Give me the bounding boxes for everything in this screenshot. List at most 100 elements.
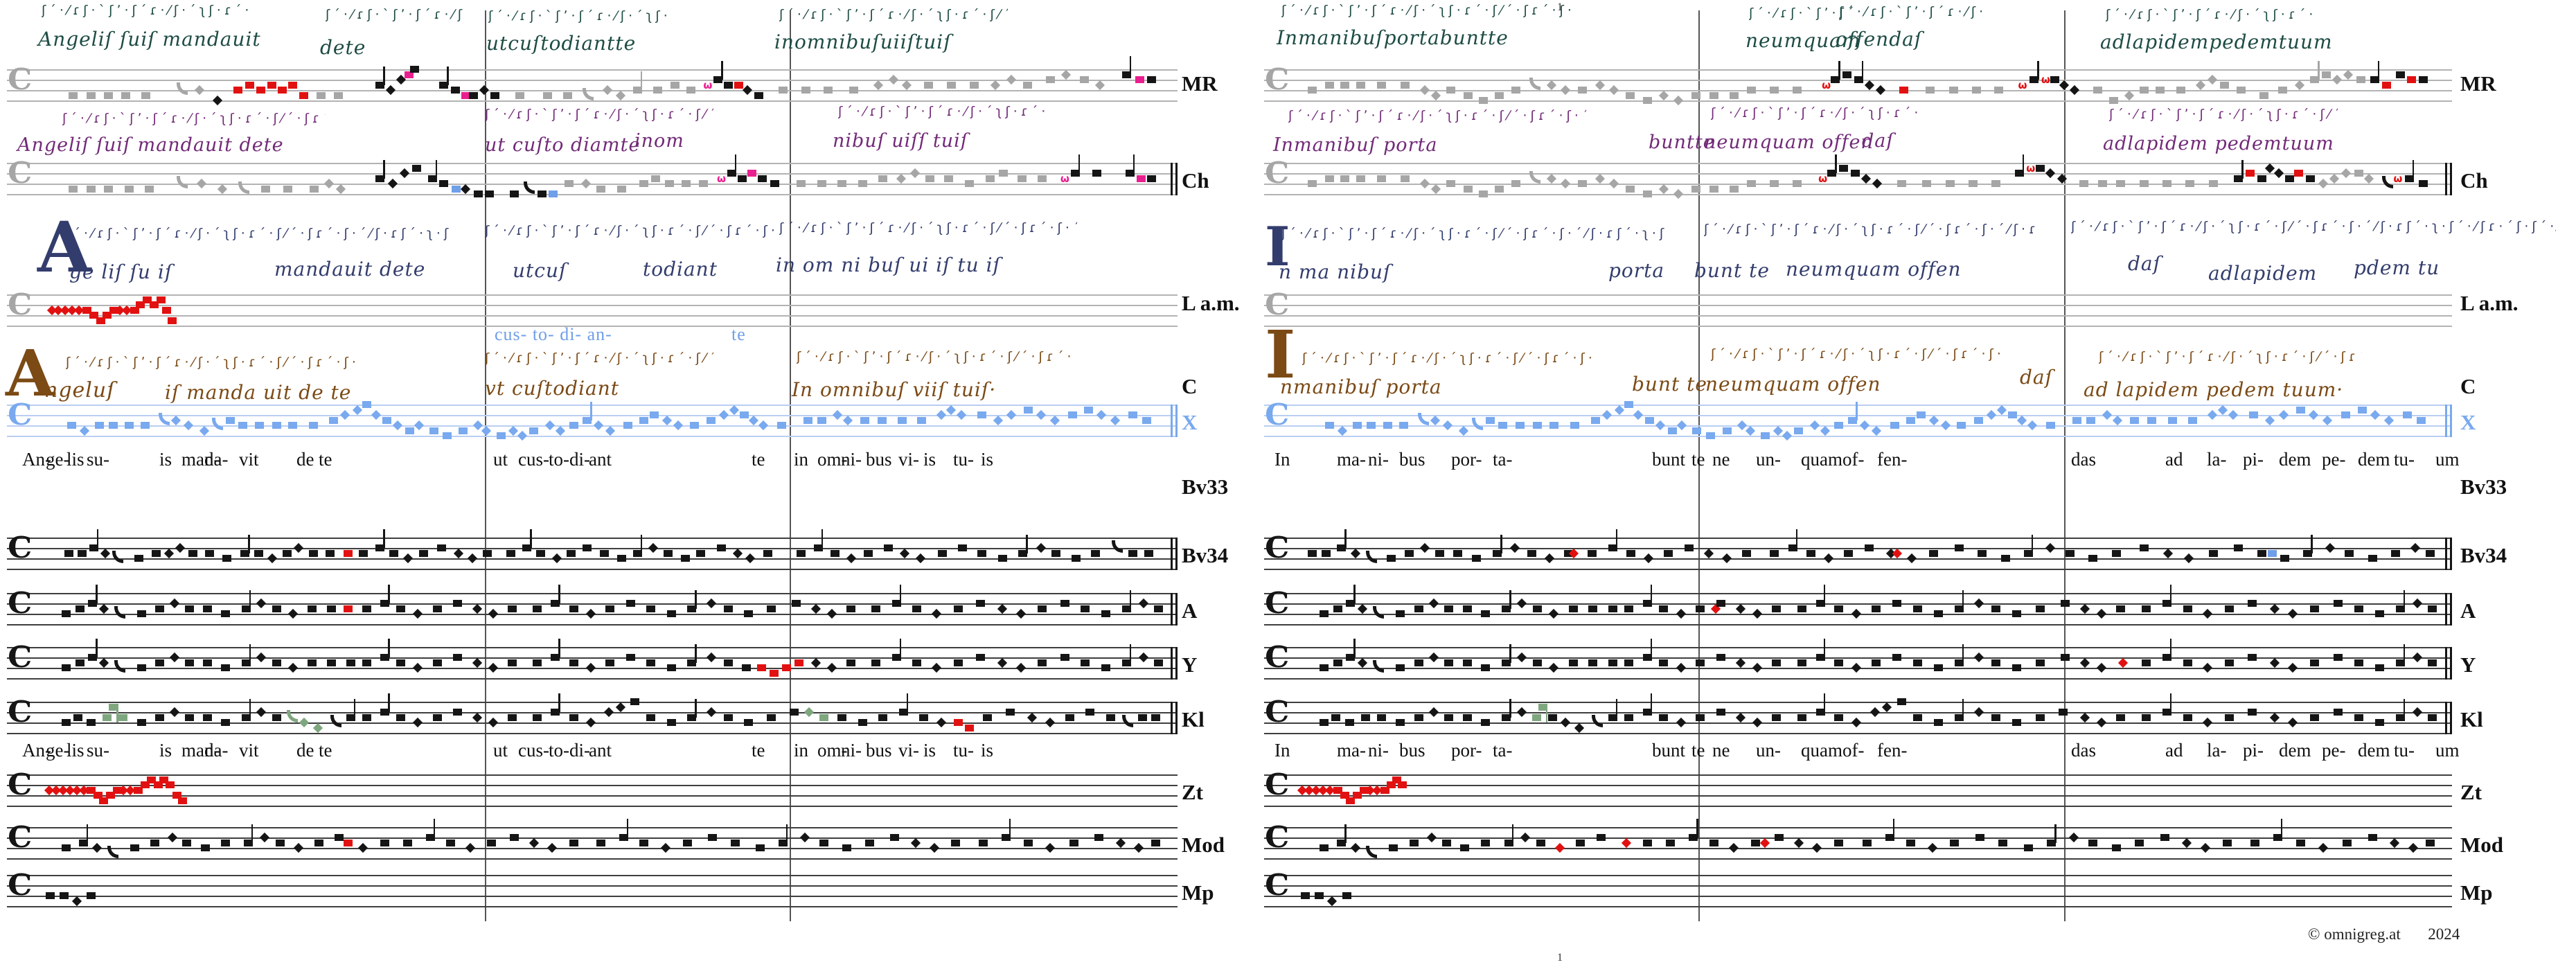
neume-note-Kl — [380, 709, 390, 716]
neume-note-MR — [1325, 81, 1335, 89]
c-clef-Bv34-icon: C — [8, 531, 33, 565]
neume-stem-Kl — [116, 703, 118, 722]
lyric-syllable: pe- — [2322, 449, 2346, 470]
neume-stem-Y — [1353, 639, 1356, 657]
neume-note-Kl — [346, 713, 355, 721]
neume-note-A — [256, 598, 266, 609]
staff-line-Bv34 — [1264, 538, 2452, 539]
neume-note-Ch — [1673, 188, 1684, 199]
lyric-syllable: quam — [1801, 449, 1842, 470]
staff-line-Kl — [1264, 733, 2452, 734]
neume-note-Mod — [1862, 839, 1872, 846]
neume-note-Y — [202, 659, 212, 666]
neume-note-Bv34 — [846, 553, 856, 564]
neume-note-Mod — [358, 842, 368, 853]
neume-note-Bv34 — [163, 548, 174, 558]
neume-note-X — [1645, 416, 1655, 424]
neume-note-A — [1851, 608, 1862, 619]
neume-note-Y — [2248, 654, 2257, 661]
neume-note-X — [639, 416, 649, 424]
c-clef-Kl-icon: C — [8, 695, 33, 729]
neume-note-X — [833, 409, 843, 420]
neume-squiggles: ʃˊ·⁄ɾʃ·ˋʃʼ·ʃˊɾ·⁄ʃ·ˊʅʃ·ɾˊ·ʃ⁄ˊ·ʃɾˊ·ʃ·ˊ⁄ʃ·ɾ… — [1281, 226, 1669, 241]
neume-note-MR — [1948, 87, 1958, 94]
staff-line-Mod — [7, 858, 1178, 860]
neume-note-X — [340, 409, 350, 420]
neume-note-Zt — [165, 781, 175, 788]
row-label-Mod: Mod — [1182, 833, 1225, 857]
neume-note-Mp — [46, 892, 55, 899]
neume-note-X — [2086, 416, 2095, 424]
neume-note-MR — [2109, 97, 2119, 104]
row-label-Kl: Kl — [2460, 707, 2483, 731]
neume-note-X — [1486, 416, 1495, 424]
neume-note-Zt — [94, 792, 103, 799]
lyric-syllable: vit — [239, 740, 259, 761]
staff-line-Zt — [7, 785, 1178, 786]
end-barline-Bv34 — [2450, 538, 2452, 570]
neume-liquescent-Kl — [330, 715, 341, 727]
staff-line-Kl — [7, 733, 1178, 734]
neume-squiggles: ʃˊ·⁄ɾʃ·ˋʃʼ·ʃˊɾ·⁄ʃ·ˊʅʃ·ɾˊ·ʃ⁄ˊ·ʃɾˊ·ʃ·ˊ⁄ʃ — [1711, 346, 2002, 362]
neume-stem-Mod — [86, 824, 89, 843]
neume-note-Ch — [260, 185, 270, 193]
staff-line-Lam — [1264, 294, 2452, 296]
neume-note-Y — [2061, 654, 2070, 661]
neume-note-Kl — [2354, 713, 2363, 721]
neume-note-Kl — [2080, 712, 2090, 722]
staff-line-X — [1264, 415, 2452, 416]
neume-liquescent-MR — [177, 82, 188, 95]
neume-note-Bv34 — [599, 549, 609, 557]
neume-note-X — [1338, 425, 1348, 436]
row-label-Mp: Mp — [1182, 880, 1214, 905]
neume-note-Ch — [375, 175, 385, 182]
neume-note-Mod — [1975, 834, 1984, 841]
neume-note-Mod — [510, 834, 519, 841]
neume-note-A — [706, 598, 716, 609]
neume-note-Mod — [1094, 834, 1104, 841]
neume-squiggles: ʃˊ·⁄ɾʃ·ˋʃʼ·ʃˊɾ·⁄ʃ·ˊʅʃ·ɾˊ·ʃ⁄ — [1711, 105, 1919, 121]
neume-note-Kl — [569, 713, 578, 721]
lyric-syllable: bus — [866, 740, 892, 761]
neume-note-X — [1997, 405, 2007, 415]
neume-note-A — [2012, 610, 2022, 617]
lyric-syllable: bus — [1399, 740, 1425, 761]
neume-note-Y — [287, 662, 298, 673]
lyric-syllable: tu- — [2394, 449, 2415, 470]
neume-note-Ch — [1561, 178, 1571, 189]
neume-note-Y — [1015, 662, 1026, 673]
neume-note-X — [2207, 409, 2217, 420]
neume-note-Kl — [2035, 713, 2045, 721]
neume-note-Bv34 — [2023, 549, 2033, 557]
manuscript-text: pdem tu — [2354, 256, 2440, 279]
neume-note-Kl — [604, 707, 614, 718]
neume-stem-Kl — [1650, 693, 1653, 712]
neume-squiggles: ʃˊ·⁄ɾʃ·ˋʃʼ·ʃˊɾ·⁄ʃ·ˊʅʃ·ɾˊ·ʃ⁄ˊ·ʃɾˊ·ʃ·ˊ⁄ʃ·ɾ… — [2071, 219, 2556, 234]
neume-note-A — [1516, 598, 1527, 609]
neume-note-Ch — [896, 173, 907, 184]
neume-note-Mod — [707, 834, 717, 841]
neume-note-Mod — [569, 839, 578, 846]
neume-note-Kl — [2428, 713, 2437, 721]
neume-note-Kl — [744, 719, 754, 726]
staff-line-Kl — [7, 702, 1178, 703]
neume-note-Bv34 — [915, 553, 926, 564]
neume-note-Zt — [154, 781, 163, 788]
neume-note-MR — [1446, 87, 1456, 94]
neume-note-Bv34 — [732, 548, 743, 558]
neume-note-Y — [1396, 664, 1405, 671]
neume-note-Kl — [615, 702, 625, 712]
neume-note-X — [1459, 425, 1469, 436]
neume-note-Ch — [747, 170, 757, 177]
neume-note-Kl — [919, 713, 929, 721]
staff-line-Y — [7, 678, 1178, 680]
neume-note-X — [555, 425, 565, 436]
neume-note-A — [1502, 605, 1511, 612]
neume-note-Mp — [1342, 892, 1352, 899]
neume-note-Zt — [87, 786, 96, 794]
lyric-syllable: is — [923, 449, 936, 470]
neume-note-Mod — [2134, 839, 2144, 846]
neume-note-Y — [1333, 659, 1342, 666]
neume-note-A — [1081, 605, 1090, 612]
end-barline-Ch — [2450, 163, 2452, 195]
